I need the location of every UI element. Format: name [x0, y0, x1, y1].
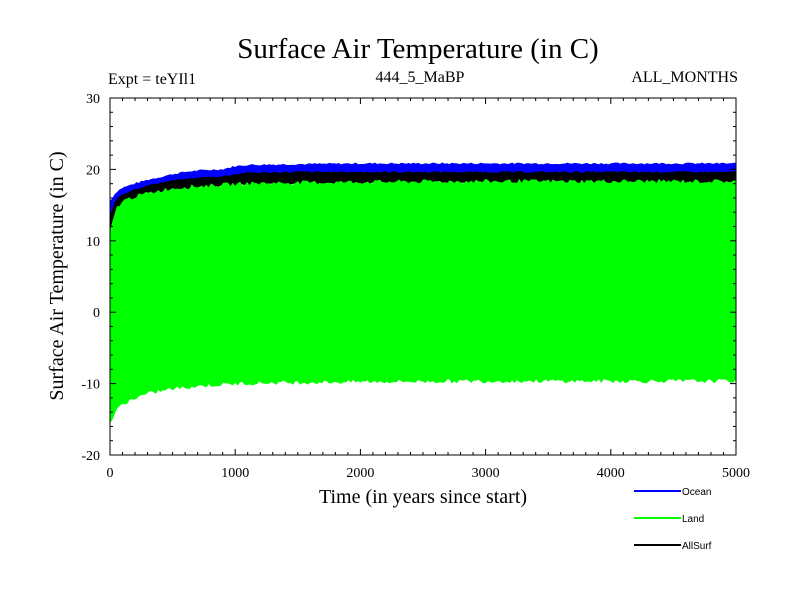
y-axis-label: Surface Air Temperature (in C) [46, 151, 68, 400]
legend-label-land: Land [682, 514, 704, 525]
legend-label-ocean: Ocean [682, 487, 711, 498]
period-label: 444_5_MaBP [376, 69, 465, 86]
y-tick-label: 20 [86, 163, 100, 178]
legend: Ocean Land AllSurf [634, 487, 712, 552]
series-layer [109, 162, 737, 424]
x-tick-label: 0 [107, 466, 114, 481]
y-tick-label: -10 [81, 378, 100, 393]
y-tick-label: 10 [86, 235, 100, 250]
x-tick-label: 1000 [221, 466, 249, 481]
chart-title: Surface Air Temperature (in C) [237, 33, 598, 65]
legend-label-allsurf: AllSurf [682, 541, 712, 552]
x-tick-label: 2000 [346, 466, 374, 481]
plot-frame [109, 97, 737, 456]
x-tick-label: 3000 [472, 466, 500, 481]
x-tick-label: 4000 [597, 466, 625, 481]
series-land-band [109, 178, 737, 424]
x-tick-label: 5000 [722, 466, 750, 481]
y-tick-label: 0 [93, 306, 100, 321]
months-label: ALL_MONTHS [631, 69, 738, 86]
axis-layer: 0 1000 2000 3000 4000 5000 -20 -10 0 10 20 30 [81, 92, 750, 481]
y-tick-label: 30 [86, 92, 100, 107]
expt-label: Expt = teYIl1 [108, 71, 196, 88]
y-tick-label: -20 [81, 449, 100, 464]
x-axis-label: Time (in years since start) [319, 486, 527, 508]
